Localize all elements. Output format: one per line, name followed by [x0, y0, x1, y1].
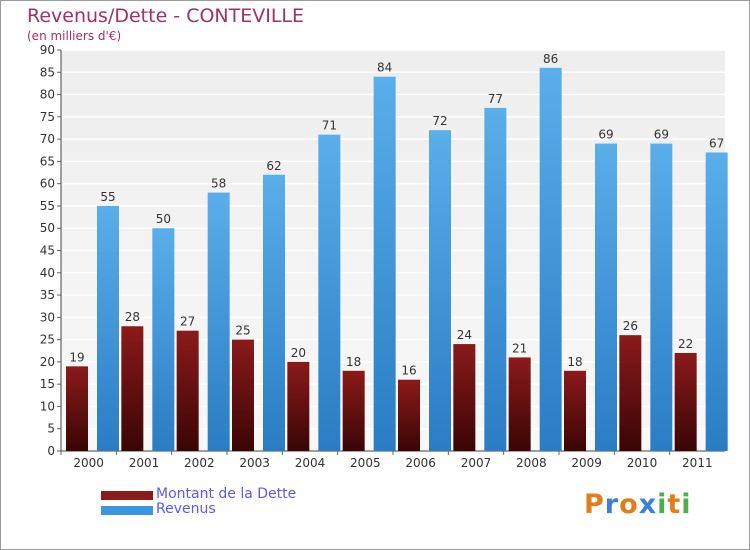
bar-revenue — [152, 228, 175, 451]
bar-revenue — [484, 107, 507, 451]
bar-revenue — [705, 152, 728, 451]
data-label: 84 — [377, 61, 392, 75]
bar-debt — [453, 344, 476, 451]
legend-label-debt: Montant de la Dette — [156, 486, 297, 502]
data-label: 18 — [567, 355, 582, 369]
data-label: 22 — [678, 337, 693, 351]
data-label: 86 — [543, 52, 558, 66]
data-label: 27 — [180, 315, 195, 329]
x-tick-label: 2011 — [682, 456, 713, 470]
y-tick-label: 40 — [40, 266, 55, 280]
bar-debt — [342, 370, 365, 451]
bar-revenue — [539, 67, 562, 452]
bar-debt — [66, 366, 88, 451]
x-tick-label: 2003 — [239, 456, 270, 470]
y-tick-label: 50 — [40, 221, 55, 235]
data-label: 72 — [432, 114, 447, 128]
x-tick-label: 2002 — [184, 456, 215, 470]
y-tick-label: 20 — [40, 355, 55, 369]
x-tick-label: 2000 — [73, 456, 104, 470]
proxiti-logo: Proxiti — [584, 489, 692, 520]
x-tick-label: 2007 — [461, 456, 492, 470]
data-label: 16 — [401, 364, 416, 378]
x-tick-label: 2006 — [405, 456, 436, 470]
y-tick-label: 65 — [40, 154, 55, 168]
data-label: 50 — [156, 212, 171, 226]
y-tick-label: 30 — [40, 310, 55, 324]
y-tick-label: 90 — [40, 43, 55, 57]
y-tick-label: 5 — [47, 422, 55, 436]
bar-revenue — [429, 130, 451, 451]
y-tick-label: 80 — [40, 88, 55, 102]
data-label: 21 — [512, 341, 527, 355]
y-tick-label: 60 — [40, 177, 55, 191]
x-tick-label: 2005 — [350, 456, 381, 470]
bar-revenue — [263, 174, 285, 451]
bar-revenue — [373, 76, 396, 451]
chart-subtitle: (en milliers d'€) — [27, 29, 122, 43]
data-label: 55 — [100, 190, 115, 204]
y-tick-label: 35 — [40, 288, 55, 302]
data-label: 71 — [322, 119, 337, 133]
data-label: 24 — [457, 328, 472, 342]
bar-debt — [508, 357, 531, 451]
data-label: 77 — [488, 92, 503, 106]
y-tick-label: 15 — [40, 377, 55, 391]
bar-debt — [398, 379, 420, 451]
bar-revenue — [650, 143, 673, 452]
data-label: 58 — [211, 177, 226, 191]
legend-label-revenue: Revenus — [156, 501, 216, 517]
bar-debt — [564, 370, 586, 451]
chart-title: Revenus/Dette - CONTEVILLE — [27, 5, 305, 27]
bar-debt — [619, 335, 642, 451]
y-tick-label: 70 — [40, 132, 55, 146]
x-tick-label: 2010 — [627, 456, 658, 470]
data-label: 25 — [235, 324, 250, 338]
x-tick-label: 2009 — [571, 456, 602, 470]
y-tick-label: 85 — [40, 65, 55, 79]
bar-debt — [232, 339, 254, 451]
legend-swatch-debt — [101, 491, 153, 500]
x-tick-label: 2008 — [516, 456, 547, 470]
data-label: 26 — [623, 319, 638, 333]
legend-swatch-revenue — [101, 506, 153, 515]
bar-debt — [287, 361, 310, 451]
bar-revenue — [318, 134, 341, 451]
data-label: 20 — [291, 346, 306, 360]
bar-revenue — [97, 205, 119, 451]
y-tick-label: 10 — [40, 399, 55, 413]
bar-revenue — [207, 192, 230, 452]
y-tick-label: 45 — [40, 244, 55, 258]
bar-debt — [674, 352, 697, 451]
bar-revenue — [595, 143, 617, 452]
y-tick-label: 0 — [47, 444, 55, 458]
x-tick-label: 2004 — [295, 456, 326, 470]
data-label: 62 — [266, 159, 281, 173]
data-label: 18 — [346, 355, 361, 369]
y-tick-label: 75 — [40, 110, 55, 124]
y-tick-label: 25 — [40, 333, 55, 347]
data-label: 19 — [69, 350, 84, 364]
y-tick-label: 55 — [40, 199, 55, 213]
x-tick-label: 2001 — [129, 456, 160, 470]
data-label: 69 — [598, 128, 613, 142]
bar-debt — [121, 326, 144, 451]
data-label: 67 — [709, 136, 724, 150]
data-label: 28 — [125, 310, 140, 324]
data-label: 69 — [654, 128, 669, 142]
bar-debt — [176, 330, 199, 451]
